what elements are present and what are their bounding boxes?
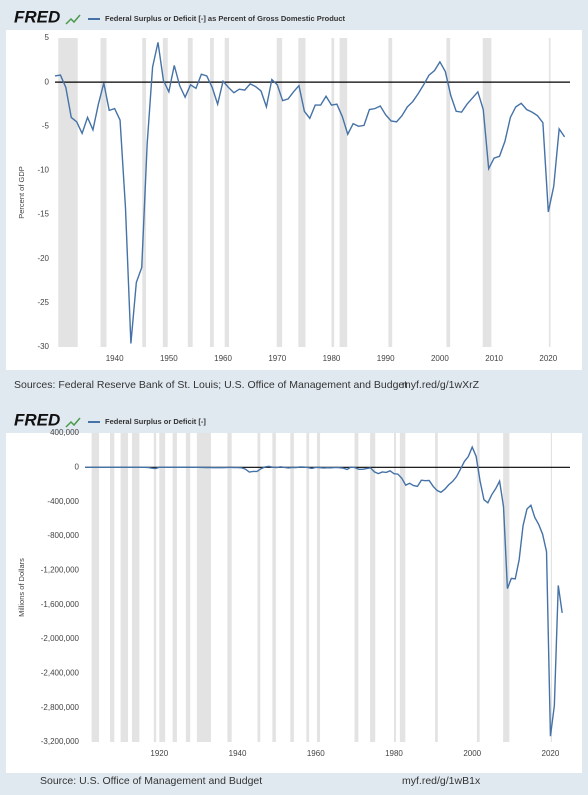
recession-band	[224, 38, 230, 347]
x-tick-label: 2000	[463, 749, 481, 758]
recession-band	[316, 433, 321, 742]
recession-band	[185, 433, 191, 742]
recession-band	[227, 433, 232, 742]
y-tick-label: -2,000,000	[41, 634, 80, 643]
x-tick-label: 1980	[385, 749, 403, 758]
y-tick-label: -800,000	[47, 531, 79, 540]
recession-band	[476, 433, 480, 742]
recession-band	[159, 433, 166, 742]
recession-band	[298, 38, 306, 347]
y-tick-label: -2,400,000	[41, 668, 80, 677]
x-tick-label: 2020	[542, 749, 560, 758]
y-axis-label: Millions of Dollars	[17, 558, 26, 617]
recession-band	[339, 38, 348, 347]
recession-band	[482, 38, 492, 347]
x-tick-label: 2010	[485, 354, 503, 363]
chart-url: myf.red/g/1wXrZ	[402, 379, 480, 391]
y-tick-label: 5	[45, 33, 50, 42]
recession-band	[503, 433, 510, 742]
recession-band	[446, 38, 451, 347]
x-tick-label: 1950	[160, 354, 178, 363]
recession-band	[393, 433, 396, 742]
x-tick-label: 1960	[307, 749, 325, 758]
y-tick-label: -30	[37, 342, 49, 351]
recession-band	[550, 433, 553, 742]
x-tick-label: 1940	[106, 354, 124, 363]
y-tick-label: 0	[45, 77, 50, 86]
y-axis-label: Percent of GDP	[17, 166, 26, 219]
x-tick-label: 1940	[229, 749, 247, 758]
recession-band	[110, 433, 115, 742]
data-line	[54, 42, 566, 344]
recession-band	[257, 433, 261, 742]
y-tick-label: -400,000	[47, 497, 79, 506]
x-tick-label: 1990	[377, 354, 395, 363]
recession-band	[399, 433, 406, 742]
y-tick-label: 0	[75, 462, 80, 471]
panel	[6, 433, 582, 773]
recession-band	[276, 38, 283, 347]
recession-band	[210, 38, 214, 347]
source-note: Sources: Federal Reserve Bank of St. Lou…	[14, 379, 407, 391]
recession-band	[153, 433, 157, 742]
y-tick-label: -20	[37, 254, 49, 263]
x-tick-label: 1960	[214, 354, 232, 363]
logo: FRED	[14, 7, 60, 26]
x-tick-label: 1970	[268, 354, 286, 363]
recession-band	[548, 38, 551, 347]
recession-band	[435, 433, 438, 742]
y-tick-label: -15	[37, 210, 49, 219]
recession-band	[354, 433, 359, 742]
recession-band	[172, 433, 177, 742]
recession-band	[196, 433, 211, 742]
recession-band	[162, 38, 168, 347]
y-tick-label: -25	[37, 298, 49, 307]
y-tick-label: -5	[42, 121, 50, 130]
logo: FRED	[14, 410, 60, 429]
recession-band	[100, 38, 107, 347]
y-tick-label: -3,200,000	[41, 737, 80, 746]
y-tick-label: -1,600,000	[41, 600, 80, 609]
recession-band	[120, 433, 129, 742]
recession-band	[370, 433, 376, 742]
x-tick-label: 2020	[539, 354, 557, 363]
recession-band	[131, 433, 140, 742]
recession-band	[91, 433, 100, 742]
chart-url: myf.red/g/1wB1x	[402, 775, 481, 787]
recession-band	[388, 38, 393, 347]
recession-band	[331, 38, 335, 347]
legend-label: Federal Surplus or Deficit [-] as Percen…	[105, 14, 346, 23]
source-note: Source: U.S. Office of Management and Bu…	[40, 775, 262, 787]
recession-band	[187, 38, 193, 347]
recession-band	[272, 433, 276, 742]
y-tick-label: 400,000	[50, 428, 79, 437]
recession-band	[290, 433, 294, 742]
x-tick-label: 2000	[431, 354, 449, 363]
recession-band	[58, 38, 78, 347]
x-tick-label: 1920	[150, 749, 168, 758]
panel	[6, 30, 582, 370]
recession-band	[306, 433, 310, 742]
logo-icon	[65, 417, 81, 428]
logo-icon	[65, 14, 81, 25]
x-tick-label: 1980	[323, 354, 341, 363]
legend-label: Federal Surplus or Deficit [-]	[105, 417, 206, 426]
y-tick-label: -1,200,000	[41, 565, 80, 574]
data-line	[85, 445, 563, 737]
recession-band	[142, 38, 147, 347]
y-tick-label: -10	[37, 166, 49, 175]
y-tick-label: -2,800,000	[41, 703, 80, 712]
